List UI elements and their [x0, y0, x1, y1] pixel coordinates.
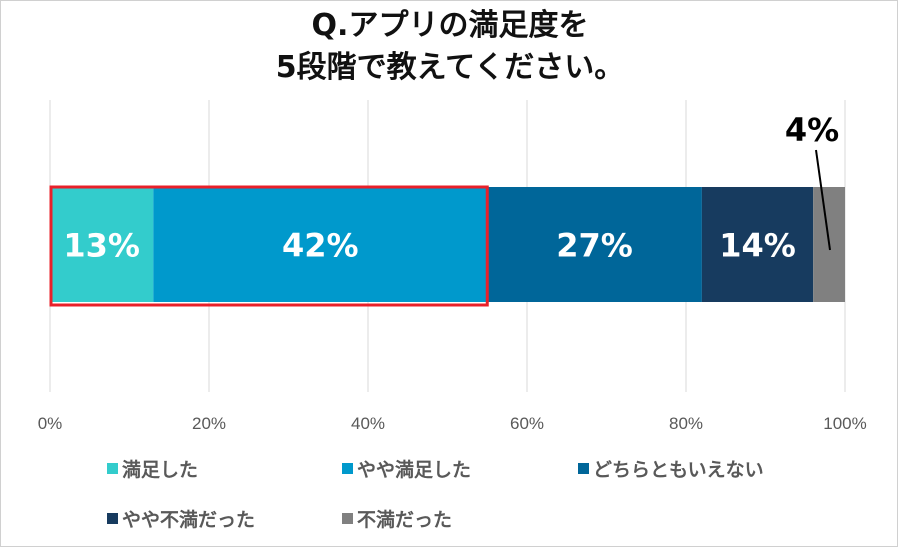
- legend-swatch: [578, 463, 589, 474]
- data-label-1: 42%: [282, 227, 359, 265]
- bar-segment-0: [50, 187, 154, 302]
- legend-item-3: やや不満だった: [107, 505, 255, 532]
- x-tick-label: 20%: [192, 414, 226, 433]
- x-tick-label: 0%: [38, 414, 63, 433]
- chart-title-line-2: 5段階で教えてください。: [275, 50, 625, 85]
- legend-swatch: [107, 513, 118, 524]
- bar-segment-3: [701, 187, 814, 302]
- chart-title-line-1: Q.アプリの満足度を: [311, 8, 589, 43]
- data-label-2: 27%: [556, 227, 633, 265]
- x-tick-label: 60%: [510, 414, 544, 433]
- legend-label: やや満足した: [357, 459, 472, 481]
- legend-swatch: [342, 463, 353, 474]
- data-label-3: 14%: [719, 227, 796, 265]
- legend-item-2: どちらともいえない: [578, 455, 764, 482]
- legend-label: やや不満だった: [122, 509, 256, 531]
- bar-segment-1: [153, 187, 488, 302]
- data-label-0: 13%: [63, 227, 140, 265]
- legend-swatch: [342, 513, 353, 524]
- bar-segment-2: [487, 187, 702, 302]
- data-label-leader-line: [815, 149, 831, 251]
- legend-swatch: [107, 463, 118, 474]
- legend-label: どちらともいえない: [593, 459, 764, 481]
- x-tick-label: 40%: [351, 414, 385, 433]
- data-label-4: 4%: [785, 111, 839, 149]
- highlight-box: [49, 185, 489, 307]
- x-tick-label: 80%: [669, 414, 703, 433]
- legend-item-1: やや満足した: [342, 455, 471, 482]
- legend-label: 不満だった: [357, 509, 453, 531]
- x-tick-label: 100%: [823, 414, 866, 433]
- legend-item-4: 不満だった: [342, 505, 452, 532]
- legend-label: 満足した: [122, 459, 199, 481]
- legend-item-0: 満足した: [107, 455, 198, 482]
